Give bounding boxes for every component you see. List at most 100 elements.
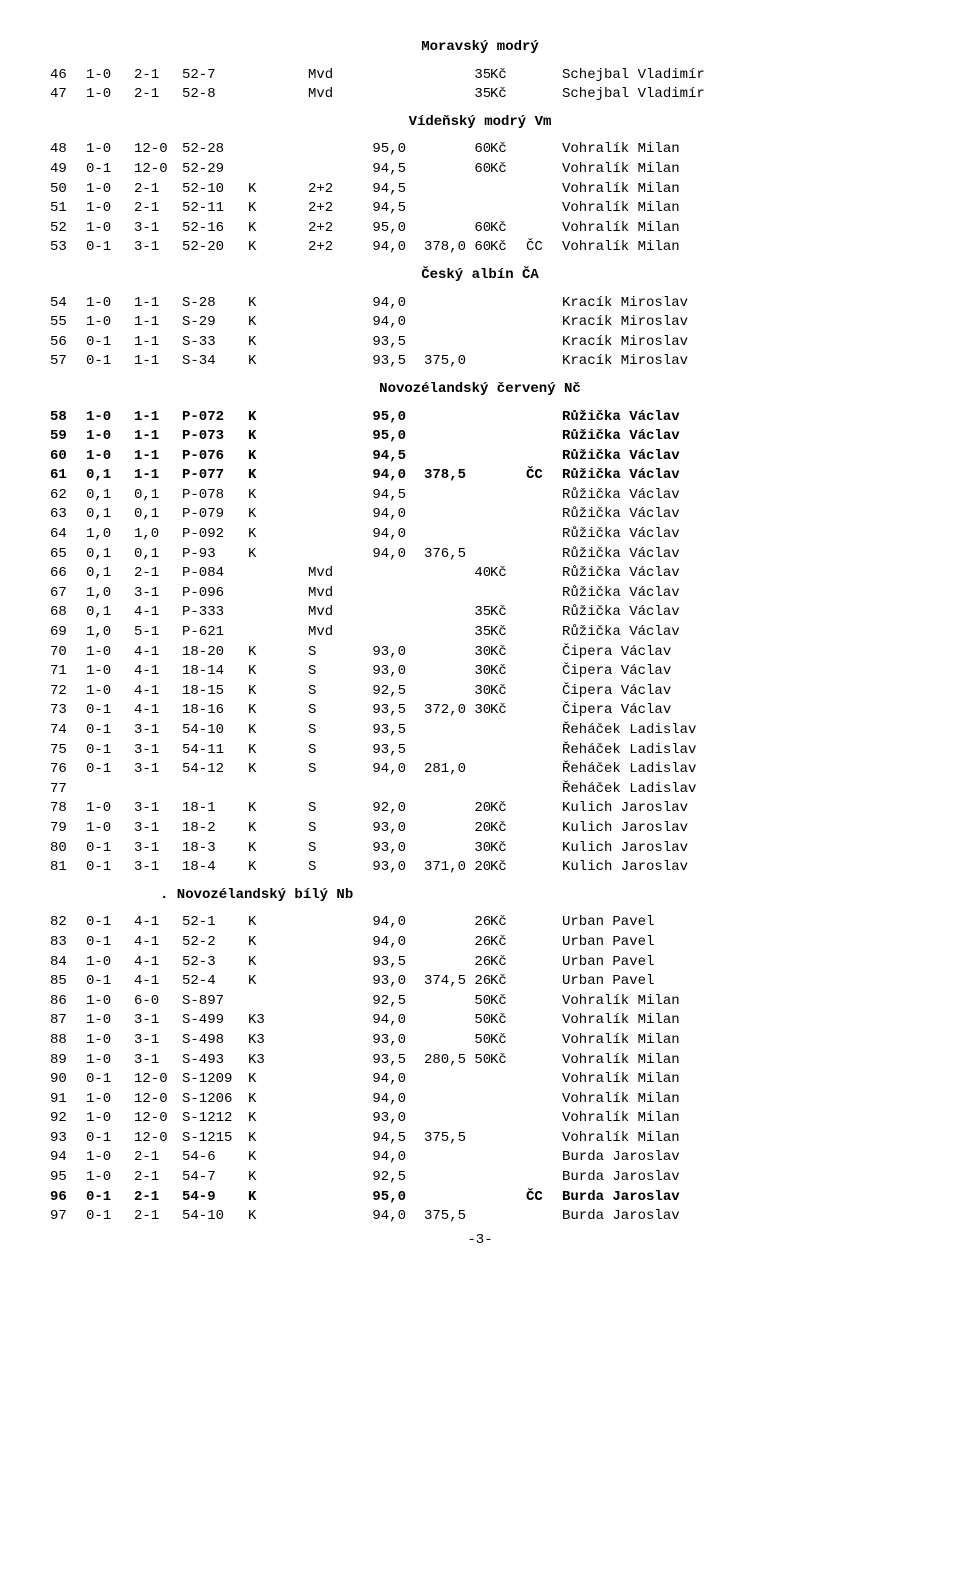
- table-cell: 52-3: [182, 953, 248, 973]
- table-cell: [490, 408, 526, 428]
- table-cell: [308, 545, 364, 565]
- section-title: . Novozélandský bílý Nb: [50, 886, 910, 906]
- table-cell: [526, 140, 562, 160]
- table-cell: [424, 180, 490, 200]
- table-cell: Vohralík Milan: [562, 1090, 910, 1110]
- table-cell: 3-1: [134, 819, 182, 839]
- table-cell: 1-0: [86, 447, 134, 467]
- table-cell: 0,1: [86, 564, 134, 584]
- table-cell: 85: [50, 972, 86, 992]
- table-cell: K: [248, 466, 308, 486]
- table-cell: 79: [50, 819, 86, 839]
- table-cell: Kč: [490, 623, 526, 643]
- table-cell: 83: [50, 933, 86, 953]
- table-cell: [526, 721, 562, 741]
- table-cell: 350: [424, 623, 490, 643]
- table-cell: Mvd: [308, 603, 364, 623]
- table-cell: [526, 564, 562, 584]
- table-cell: [308, 352, 364, 372]
- table-cell: [490, 1188, 526, 1208]
- table-cell: 53: [50, 238, 86, 258]
- table-cell: 18-4: [182, 858, 248, 878]
- table-cell: 50: [50, 180, 86, 200]
- table-cell: 52-8: [182, 85, 248, 105]
- table-cell: Vohralík Milan: [562, 1051, 910, 1071]
- table-cell: [308, 1168, 364, 1188]
- table-cell: 91: [50, 1090, 86, 1110]
- table-cell: 92: [50, 1109, 86, 1129]
- table-cell: 0-1: [86, 933, 134, 953]
- table-row: 521-0 3-1 52-16 K 2+2 95,0 600Kč Vohralí…: [50, 219, 910, 239]
- table-row: 730-1 4-1 18-16 K S 93,5372,0 300Kč Čipe…: [50, 701, 910, 721]
- table-row: 530-1 3-1 52-20 K 2+2 94,0378,0 600KčČC …: [50, 238, 910, 258]
- table-cell: [424, 486, 490, 506]
- table-cell: [248, 564, 308, 584]
- table-cell: 0-1: [86, 1070, 134, 1090]
- table-cell: 0-1: [86, 858, 134, 878]
- table-cell: S: [308, 741, 364, 761]
- table-cell: [526, 933, 562, 953]
- table-cell: Kč: [490, 66, 526, 86]
- table-cell: 1-0: [86, 643, 134, 663]
- table-cell: 18-15: [182, 682, 248, 702]
- table-cell: 67: [50, 584, 86, 604]
- table-cell: S-33: [182, 333, 248, 353]
- table-cell: 3-1: [134, 219, 182, 239]
- table-cell: 1-0: [86, 313, 134, 333]
- table-cell: [490, 721, 526, 741]
- table-cell: [308, 1109, 364, 1129]
- table-cell: [526, 1051, 562, 1071]
- table-cell: K: [248, 447, 308, 467]
- table-cell: K: [248, 933, 308, 953]
- table-cell: 1-1: [134, 466, 182, 486]
- table-cell: 1-1: [134, 294, 182, 314]
- table-cell: Kč: [490, 682, 526, 702]
- table-cell: Kč: [490, 799, 526, 819]
- table-cell: [308, 1031, 364, 1051]
- table-cell: [526, 1011, 562, 1031]
- table-cell: [490, 1207, 526, 1227]
- table-cell: [526, 992, 562, 1012]
- table-cell: K: [248, 180, 308, 200]
- table-cell: 1,0: [86, 584, 134, 604]
- table-cell: 1-0: [86, 1168, 134, 1188]
- table-cell: 0-1: [86, 333, 134, 353]
- section-title: Vídeňský modrý Vm: [50, 113, 910, 133]
- table-cell: Vohralík Milan: [562, 1011, 910, 1031]
- table-cell: 372,0 300: [424, 701, 490, 721]
- table-cell: 300: [424, 662, 490, 682]
- table-cell: Kracík Miroslav: [562, 294, 910, 314]
- table-cell: K: [248, 427, 308, 447]
- table-cell: 1-1: [134, 313, 182, 333]
- table-cell: 52-16: [182, 219, 248, 239]
- table-cell: 80: [50, 839, 86, 859]
- table-row: 861-0 6-0 S-897 92,5 500Kč Vohralík Mila…: [50, 992, 910, 1012]
- table-cell: 88: [50, 1031, 86, 1051]
- table-cell: 2+2: [308, 219, 364, 239]
- table-cell: [490, 352, 526, 372]
- table-cell: 93,0: [364, 1109, 424, 1129]
- table-cell: Kč: [490, 85, 526, 105]
- table-row: 781-0 3-1 18-1 K S 92,0 200Kč Kulich Jar…: [50, 799, 910, 819]
- table-cell: Kč: [490, 603, 526, 623]
- table-cell: K: [248, 545, 308, 565]
- table-cell: K: [248, 294, 308, 314]
- table-cell: Mvd: [308, 623, 364, 643]
- table-row: 850-1 4-1 52-4 K 93,0374,5 260Kč Urban P…: [50, 972, 910, 992]
- table-cell: 56: [50, 333, 86, 353]
- table-cell: Schejbal Vladimír: [562, 85, 910, 105]
- page-number: -3-: [50, 1231, 910, 1251]
- table-cell: 2-1: [134, 1168, 182, 1188]
- table-cell: 200: [424, 819, 490, 839]
- table-cell: 4-1: [134, 701, 182, 721]
- table-cell: 12-0: [134, 160, 182, 180]
- table-cell: K: [248, 486, 308, 506]
- table-row: 471-0 2-1 52-8 Mvd 350Kč Schejbal Vladim…: [50, 85, 910, 105]
- table-cell: 93: [50, 1129, 86, 1149]
- table-cell: Čipera Václav: [562, 701, 910, 721]
- table-cell: 1-0: [86, 799, 134, 819]
- table-cell: 500: [424, 1031, 490, 1051]
- table-cell: S-1206: [182, 1090, 248, 1110]
- table-cell: [526, 1090, 562, 1110]
- table-cell: P-076: [182, 447, 248, 467]
